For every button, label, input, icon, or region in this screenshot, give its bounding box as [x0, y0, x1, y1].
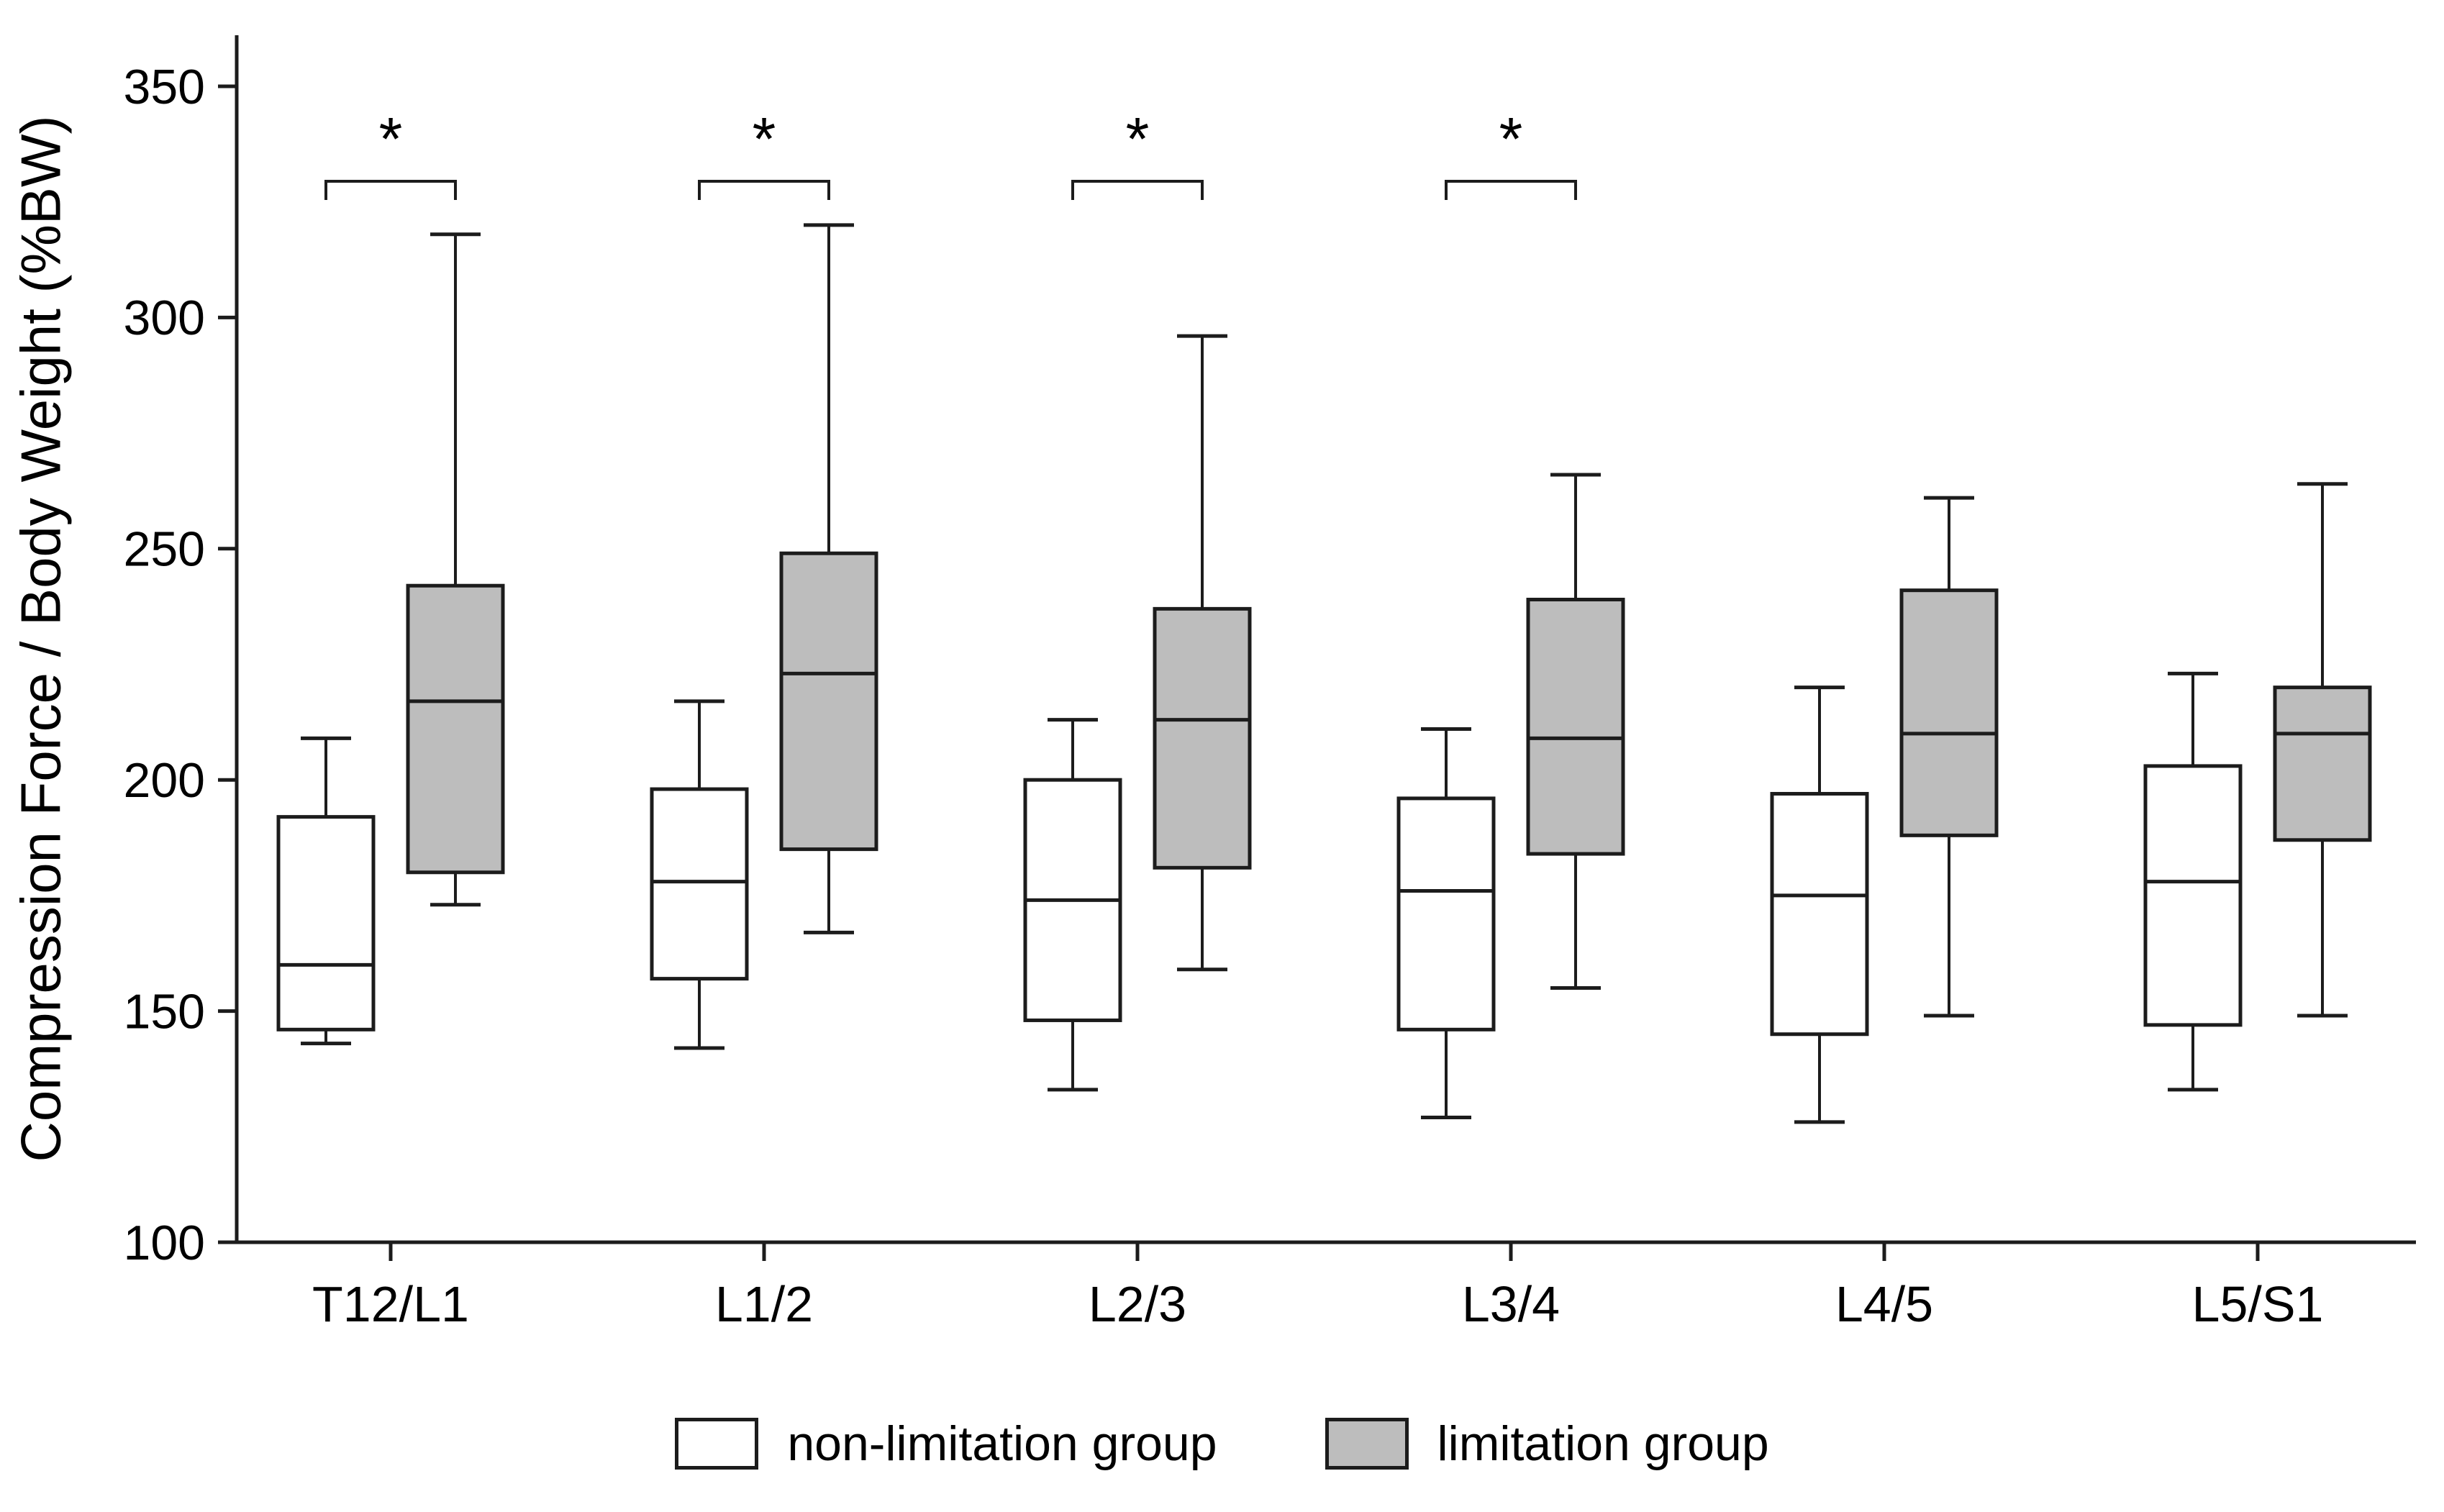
box-non-limitation-L4/5 [1770, 791, 1869, 1037]
y-axis-tick-label: 150 [124, 984, 205, 1039]
legend-label-non-limitation: non-limitation group [787, 1416, 1217, 1471]
box-limitation-L5/S1 [2273, 686, 2372, 842]
significance-bracket-L3/4 [1445, 180, 1577, 200]
box-non-limitation-L5/S1 [2143, 764, 2243, 1027]
legend: non-limitation group limitation group [0, 1416, 2444, 1472]
significance-asterisk-L1/2: * [753, 105, 776, 173]
significance-asterisk-L3/4: * [1499, 105, 1523, 173]
significance-bracket-L1/2 [698, 180, 830, 200]
box-limitation-L1/2 [779, 551, 878, 852]
box-limitation-L2/3 [1153, 606, 1252, 870]
y-axis-tick-label: 300 [124, 291, 205, 345]
significance-bracket-L2/3 [1071, 180, 1204, 200]
significance-asterisk-L2/3: * [1126, 105, 1150, 173]
box-limitation-L3/4 [1526, 598, 1625, 856]
legend-label-limitation: limitation group [1437, 1416, 1769, 1471]
box-non-limitation-L3/4 [1396, 796, 1496, 1031]
x-axis-category-label: L5/S1 [2192, 1276, 2324, 1332]
y-axis-title-text: Compression Force / Body Weight (%BW) [9, 115, 73, 1162]
x-axis-category-label: L3/4 [1462, 1276, 1560, 1332]
y-axis-tick-label: 350 [124, 60, 205, 114]
legend-swatch-limitation-icon [1325, 1418, 1409, 1470]
box-limitation-T12/L1 [406, 583, 505, 875]
legend-item-limitation: limitation group [1325, 1416, 1769, 1472]
box-non-limitation-T12/L1 [276, 815, 376, 1031]
significance-bracket-T12/L1 [324, 180, 457, 200]
box-non-limitation-L1/2 [650, 787, 749, 981]
x-axis-category-label: L1/2 [715, 1276, 813, 1332]
legend-item-non-limitation: non-limitation group [675, 1416, 1217, 1472]
y-axis-tick-label: 200 [124, 753, 205, 808]
y-axis-tick-label: 250 [124, 522, 205, 577]
x-axis-category-label: L2/3 [1089, 1276, 1186, 1332]
box-limitation-L4/5 [1899, 588, 1999, 837]
x-axis-category-label: L4/5 [1835, 1276, 1933, 1332]
y-axis-tick-label: 100 [124, 1216, 205, 1270]
significance-asterisk-T12/L1: * [379, 105, 403, 173]
x-axis-category-label: T12/L1 [312, 1276, 469, 1332]
legend-swatch-non-limitation-icon [675, 1418, 759, 1470]
